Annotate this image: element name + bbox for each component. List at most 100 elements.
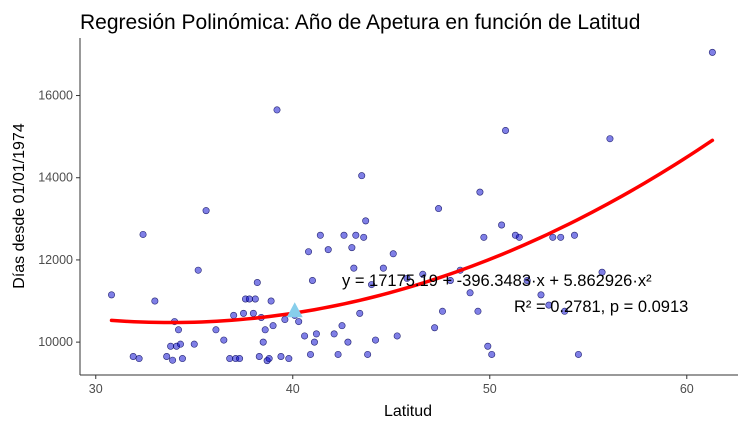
data-point — [537, 291, 545, 299]
data-point — [308, 276, 316, 284]
data-point — [488, 350, 496, 358]
data-point — [502, 126, 510, 134]
data-point — [220, 336, 228, 344]
data-point — [236, 355, 244, 363]
chart-title: Regresión Polinómica: Año de Apetura en … — [80, 11, 640, 34]
fit-curve — [109, 138, 715, 325]
data-point — [515, 233, 523, 241]
data-point — [389, 250, 397, 258]
data-point — [269, 322, 277, 330]
data-point — [265, 355, 273, 363]
data-point — [480, 233, 488, 241]
data-point — [598, 268, 606, 276]
data-point — [545, 301, 553, 309]
data-point — [305, 248, 313, 256]
data-point — [312, 330, 320, 338]
data-point — [570, 231, 578, 239]
x-tick-label: 30 — [89, 382, 103, 396]
data-point — [368, 281, 376, 289]
data-point — [324, 246, 332, 254]
data-point — [151, 297, 159, 305]
data-point — [549, 233, 557, 241]
equation-annotation: y = 17175.19 + -396.3483·x + 5.862926·x² — [342, 272, 652, 290]
data-point — [708, 48, 716, 56]
data-point — [435, 205, 443, 213]
data-point — [340, 231, 348, 239]
data-point — [273, 106, 281, 114]
scatter-points — [108, 48, 716, 365]
data-point — [362, 217, 370, 225]
data-point — [135, 355, 143, 363]
data-point — [277, 353, 285, 361]
data-point — [253, 279, 261, 287]
data-point — [285, 355, 293, 363]
data-point — [202, 207, 210, 215]
axis-ticks: 30 40 50 60 10000 12000 14000 16000 — [38, 89, 694, 396]
data-point — [352, 231, 360, 239]
x-tick-label: 40 — [286, 382, 300, 396]
data-point — [175, 326, 183, 334]
data-point — [372, 336, 380, 344]
y-tick-label: 14000 — [38, 171, 73, 185]
data-point — [474, 307, 482, 315]
data-point — [245, 295, 253, 303]
data-point — [358, 172, 366, 180]
data-point — [419, 270, 427, 278]
data-point — [230, 311, 238, 319]
data-point — [178, 355, 186, 363]
data-point — [484, 342, 492, 350]
data-point — [259, 338, 267, 346]
data-point — [316, 231, 324, 239]
data-point — [163, 353, 171, 361]
data-point — [176, 340, 184, 348]
x-axis-title: Latitud — [384, 403, 432, 420]
data-point — [446, 276, 454, 284]
plot-area: 30 40 50 60 10000 12000 14000 16000 — [38, 38, 738, 396]
data-point — [281, 316, 289, 324]
data-point — [249, 309, 257, 317]
data-point — [334, 350, 342, 358]
data-point — [190, 340, 198, 348]
data-point — [167, 342, 175, 350]
data-point — [574, 350, 582, 358]
data-point — [360, 233, 368, 241]
y-tick-label: 16000 — [38, 89, 73, 103]
data-point — [295, 318, 303, 326]
data-point — [466, 289, 474, 297]
data-point — [212, 326, 220, 334]
x-tick-label: 50 — [483, 382, 497, 396]
data-point — [306, 350, 314, 358]
data-point — [431, 324, 439, 332]
data-point — [393, 332, 401, 340]
data-point — [438, 307, 446, 315]
data-point — [129, 353, 137, 361]
data-point — [476, 188, 484, 196]
data-point — [561, 307, 569, 315]
y-tick-label: 10000 — [38, 335, 73, 349]
data-point — [348, 244, 356, 252]
data-point — [169, 356, 177, 364]
data-point — [379, 264, 387, 272]
data-point — [226, 355, 234, 363]
y-axis-title: Días desde 01/01/1974 — [11, 123, 28, 289]
data-point — [261, 326, 269, 334]
data-point — [267, 297, 275, 305]
data-point — [498, 221, 506, 229]
y-tick-label: 12000 — [38, 253, 73, 267]
data-point — [356, 309, 364, 317]
data-point — [350, 264, 358, 272]
data-point — [139, 230, 147, 238]
data-point — [194, 266, 202, 274]
stats-annotation: R² = 0.2781, p = 0.0913 — [514, 298, 688, 316]
data-point — [240, 309, 248, 317]
data-point — [251, 295, 259, 303]
data-point — [255, 353, 263, 361]
data-point — [523, 276, 531, 284]
data-point — [310, 338, 318, 346]
data-point — [344, 338, 352, 346]
data-point — [338, 322, 346, 330]
data-point — [364, 350, 372, 358]
data-point — [557, 233, 565, 241]
x-tick-label: 60 — [680, 382, 694, 396]
